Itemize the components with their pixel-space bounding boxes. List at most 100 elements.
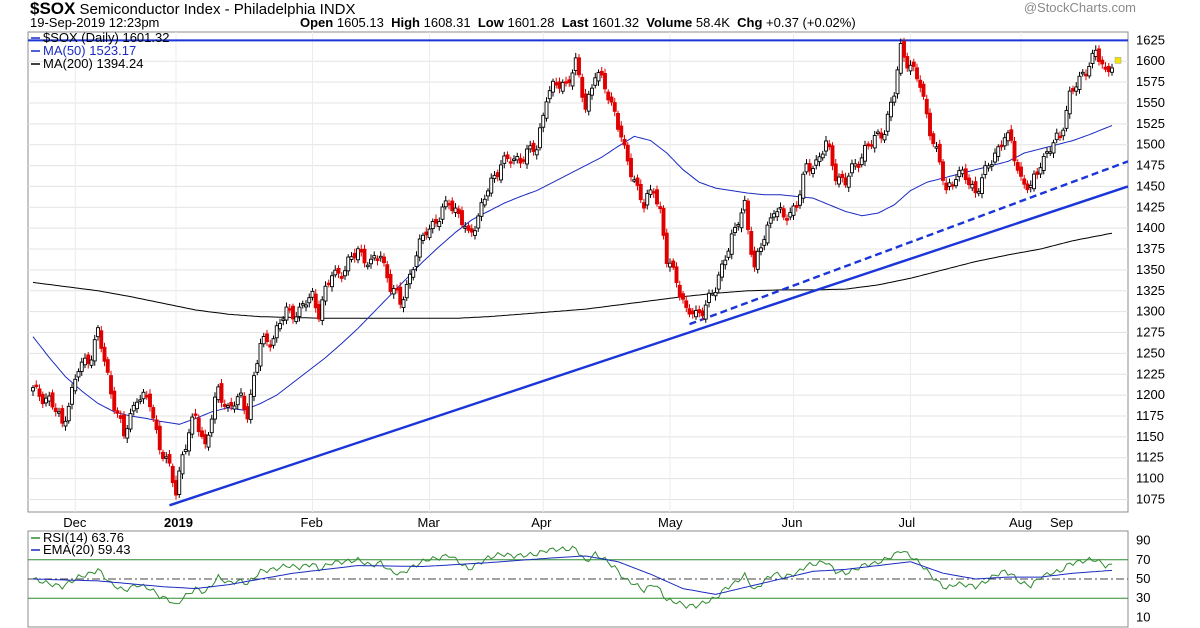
candle-body	[677, 284, 682, 298]
open-label: Open	[300, 15, 334, 30]
candle-body	[466, 225, 471, 231]
candle-body	[603, 73, 607, 90]
last-value: 1601.32	[592, 15, 640, 30]
candle-body	[203, 434, 208, 445]
candle-body	[99, 330, 104, 349]
candle-body	[489, 177, 494, 194]
trendline-dashed	[689, 160, 1129, 326]
legend-entry: $SOX (Daily) 1601.32	[43, 30, 169, 45]
candle-body	[528, 145, 533, 150]
candle-body	[385, 264, 390, 279]
candle-body	[1012, 140, 1017, 162]
candle-body	[450, 200, 455, 212]
open-value: 1605.13	[336, 15, 384, 30]
candle-body	[482, 198, 487, 206]
candle-body	[833, 163, 838, 182]
price-ytick-label: 1600	[1136, 53, 1165, 68]
candle-body	[1090, 52, 1095, 64]
candle-body	[801, 173, 806, 199]
candle-body	[476, 215, 481, 229]
candle-body	[911, 61, 916, 67]
candle-body	[928, 112, 932, 137]
candle-body	[778, 207, 783, 210]
ma200-line	[32, 232, 1113, 319]
candle-body	[1045, 151, 1049, 154]
candle-body	[700, 310, 705, 317]
candle-body	[986, 165, 991, 169]
candle-body	[1097, 48, 1101, 62]
candle-body	[915, 67, 919, 80]
candle-body	[161, 451, 165, 459]
candle-body	[720, 263, 724, 278]
candle-body	[278, 323, 282, 330]
candle-body	[339, 276, 344, 279]
candle-body	[1058, 135, 1062, 139]
rsi-ytick-label: 90	[1136, 533, 1150, 548]
candle-body	[898, 43, 903, 74]
candle-body	[151, 407, 156, 419]
candle-body	[905, 56, 910, 69]
candle-body	[856, 163, 861, 168]
candle-body	[187, 432, 191, 452]
candle-body	[138, 399, 143, 402]
price-xtick-label: Jul	[899, 515, 916, 530]
candle-body	[317, 304, 321, 320]
candle-body	[583, 93, 588, 110]
price-ytick-label: 1225	[1136, 366, 1165, 381]
candle-body	[463, 226, 468, 229]
price-ytick-label: 1250	[1136, 345, 1165, 360]
candle-body	[619, 125, 624, 138]
candle-body	[313, 293, 318, 309]
high-label: High	[391, 15, 420, 30]
candle-body	[86, 354, 91, 365]
candle-body	[885, 113, 890, 132]
candle-body	[681, 293, 685, 300]
candle-body	[742, 199, 747, 211]
price-ytick-label: 1350	[1136, 262, 1165, 277]
candle-body	[294, 316, 299, 322]
price-xtick-label: Sep	[1050, 515, 1073, 530]
candle-body	[333, 269, 338, 276]
candle-body	[707, 292, 711, 303]
candle-body	[271, 338, 276, 346]
candle-body	[505, 154, 510, 160]
candle-body	[879, 132, 884, 139]
legend-entry: MA(200) 1394.24	[43, 56, 143, 71]
candle-body	[768, 217, 773, 224]
candle-body	[902, 41, 906, 58]
candle-body	[200, 430, 204, 437]
candle-body	[937, 143, 942, 163]
candle-body	[772, 213, 776, 218]
candle-body	[807, 163, 812, 172]
price-xtick-label: May	[658, 515, 683, 530]
candle-body	[586, 93, 591, 112]
candle-body	[382, 256, 386, 264]
candle-body	[213, 396, 217, 420]
candle-body	[798, 194, 802, 206]
candle-body	[876, 131, 880, 135]
candle-body	[398, 286, 403, 305]
candle-body	[866, 143, 871, 147]
candle-body	[248, 393, 253, 420]
candle-body	[128, 413, 133, 430]
price-ytick-label: 1500	[1136, 137, 1165, 152]
candle-body	[655, 189, 659, 205]
candle-body	[843, 177, 848, 186]
price-ytick-label: 1325	[1136, 283, 1165, 298]
candle-body	[349, 256, 354, 260]
candle-body	[970, 183, 975, 189]
rsi-legend-entry: RSI(14) 63.76	[43, 530, 124, 545]
candle-body	[811, 168, 815, 175]
candle-body	[1064, 110, 1069, 129]
candle-body	[336, 267, 341, 274]
price-ytick-label: 1425	[1136, 199, 1165, 214]
candle-body	[310, 290, 315, 298]
candle-body	[79, 361, 84, 372]
candle-body	[889, 101, 893, 118]
candle-body	[92, 339, 97, 362]
candle-body	[830, 145, 835, 167]
last-label: Last	[561, 15, 589, 30]
candle-body	[164, 456, 169, 459]
candle-body	[421, 234, 425, 241]
candle-body	[96, 327, 100, 338]
